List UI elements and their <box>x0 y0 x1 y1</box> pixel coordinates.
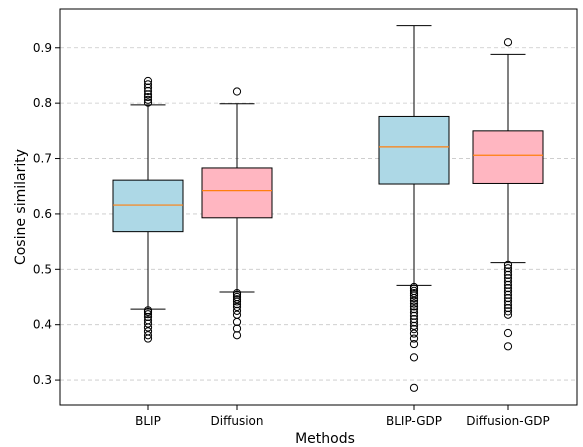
outlier-point <box>143 83 153 92</box>
x-tick-label: BLIP <box>135 414 161 428</box>
outlier-point <box>409 315 419 324</box>
outlier-point <box>232 289 242 298</box>
y-tick-label: 0.3 <box>33 373 52 387</box>
y-axis-ticks: 0.3 0.4 0.5 0.6 0.7 0.8 0.9 <box>33 41 60 387</box>
outlier-point <box>503 307 513 316</box>
outlier-point <box>143 306 153 315</box>
box-group <box>378 25 450 392</box>
outlier-point <box>232 331 242 340</box>
outlier-point <box>143 92 153 102</box>
outlier-point <box>409 291 419 300</box>
outlier-point <box>409 383 419 392</box>
outlier-point <box>232 324 242 333</box>
outlier-point <box>409 299 419 308</box>
outlier-point <box>143 327 153 336</box>
y-tick-label: 0.6 <box>33 207 52 221</box>
y-tick-label: 0.7 <box>33 152 52 166</box>
box-group <box>112 76 184 343</box>
y-tick-label: 0.5 <box>33 262 52 276</box>
box-plot-series <box>112 25 544 392</box>
outlier-point <box>503 274 513 283</box>
outlier-point <box>143 95 153 104</box>
box-group <box>472 38 544 351</box>
outlier-point <box>503 287 513 296</box>
outlier-point <box>503 277 513 286</box>
y-tick-label: 0.9 <box>33 41 52 55</box>
outlier-point <box>409 296 419 305</box>
y-tick-label: 0.4 <box>33 318 52 332</box>
outlier-point <box>143 98 153 107</box>
outlier-point <box>143 86 153 96</box>
outlier-point <box>503 270 513 279</box>
outlier-point <box>503 267 513 276</box>
x-axis-label: Methods <box>295 431 355 447</box>
outlier-point <box>409 302 419 311</box>
outlier-point <box>232 292 242 302</box>
outlier-point <box>503 38 513 47</box>
outlier-point <box>503 260 513 269</box>
outlier-point <box>503 300 513 309</box>
outlier-point <box>232 87 242 96</box>
outlier-point <box>409 289 419 298</box>
outlier-point <box>503 328 513 338</box>
y-tick-label: 0.8 <box>33 96 52 110</box>
outlier-point <box>232 306 242 315</box>
outlier-point <box>143 316 153 325</box>
outlier-point <box>503 280 513 289</box>
outlier-point <box>143 312 153 322</box>
outlier-point <box>232 295 242 304</box>
outlier-point <box>143 319 153 328</box>
outlier-point <box>503 342 513 351</box>
outlier-point <box>232 302 242 312</box>
box-group <box>201 87 273 340</box>
outlier-point <box>409 282 419 292</box>
outlier-point <box>503 284 513 293</box>
outlier-point <box>503 310 513 319</box>
outlier-point <box>409 353 419 362</box>
outlier-point <box>503 303 513 313</box>
outlier-point <box>409 325 419 334</box>
outlier-point <box>409 308 419 317</box>
outlier-point <box>143 310 153 319</box>
outlier-point <box>503 297 513 306</box>
outlier-point <box>409 286 419 296</box>
outlier-point <box>143 76 153 86</box>
outlier-point <box>143 90 153 99</box>
outlier-point <box>409 339 419 349</box>
outlier-point <box>409 311 419 320</box>
box <box>472 130 544 184</box>
outlier-point <box>143 80 153 89</box>
outlier-point <box>409 334 419 343</box>
x-tick-label: BLIP-GDP <box>386 414 442 428</box>
outlier-point <box>503 290 513 299</box>
box <box>378 115 450 185</box>
outlier-point <box>232 310 242 319</box>
outlier-point <box>409 318 419 327</box>
outlier-point <box>503 294 513 303</box>
y-axis-label: Cosine similarity <box>13 149 29 265</box>
x-tick-label: Diffusion <box>211 414 264 428</box>
outlier-point <box>232 297 242 306</box>
outlier-point <box>143 331 153 340</box>
plot-frame <box>59 8 578 406</box>
outlier-point <box>503 264 513 273</box>
x-tick-label: Diffusion-GDP <box>466 414 550 428</box>
box <box>112 179 184 233</box>
outlier-point <box>409 305 419 314</box>
x-axis-ticks: BLIP Diffusion BLIP-GDP Diffusion-GDP <box>135 405 550 428</box>
outlier-point <box>409 329 419 338</box>
outlier-point <box>409 321 419 330</box>
box <box>201 167 273 219</box>
